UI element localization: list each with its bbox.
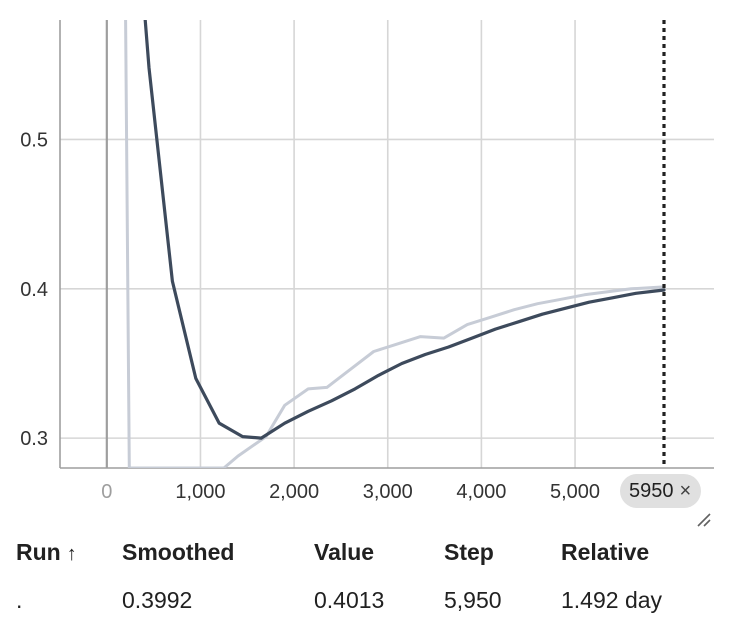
y-tick-label: 0.3 xyxy=(20,428,48,450)
x-tick-label: 2,000 xyxy=(269,481,319,503)
cell-step: 5,950 xyxy=(444,587,502,613)
x-tick-label: 4,000 xyxy=(456,481,506,503)
x-tick-label: 1,000 xyxy=(175,481,225,503)
cell-smoothed: 0.3992 xyxy=(122,587,193,613)
sort-ascending-icon[interactable]: ↑ xyxy=(66,543,77,565)
x-tick-label: 0 xyxy=(101,481,112,503)
column-header-relative[interactable]: Relative xyxy=(561,539,650,565)
y-tick-label: 0.4 xyxy=(20,279,48,301)
raw-series-line xyxy=(124,20,666,468)
x-tick-label: 3,000 xyxy=(363,481,413,503)
series-lines xyxy=(124,20,666,468)
column-header-step[interactable]: Step xyxy=(444,539,494,565)
grid-lines xyxy=(60,20,714,468)
tick-labels: 0.3 0.4 0.5 0 1,000 2,000 3,000 4,000 5,000 xyxy=(20,129,600,503)
column-header-run[interactable]: Run ↑ xyxy=(16,528,77,578)
y-tick-label: 0.5 xyxy=(20,129,48,151)
cell-run: . xyxy=(16,587,23,613)
line-chart: 0.3 0.4 0.5 0 1,000 2,000 3,000 4,000 5,000 xyxy=(20,20,714,503)
column-header-run-label: Run xyxy=(16,539,61,565)
column-header-value[interactable]: Value xyxy=(314,539,375,565)
column-header-smoothed[interactable]: Smoothed xyxy=(122,539,235,565)
step-chip-label: 5950 xyxy=(629,479,674,502)
step-cursor-chip[interactable]: 5950 × xyxy=(620,474,702,508)
x-tick-label: 5,000 xyxy=(550,481,600,503)
table-header-row: Run ↑ Smoothed Value Step Relative xyxy=(0,528,730,576)
smoothed-series-line xyxy=(143,20,666,440)
close-icon[interactable]: × xyxy=(679,479,692,502)
table-row: . 0.3992 0.4013 5,950 1.492 day xyxy=(0,576,730,624)
resize-handle-icon[interactable] xyxy=(696,512,712,528)
cell-relative: 1.492 day xyxy=(561,587,663,613)
cell-value: 0.4013 xyxy=(314,587,385,613)
data-table: Run ↑ Smoothed Value Step Relative . 0.39… xyxy=(0,528,730,624)
